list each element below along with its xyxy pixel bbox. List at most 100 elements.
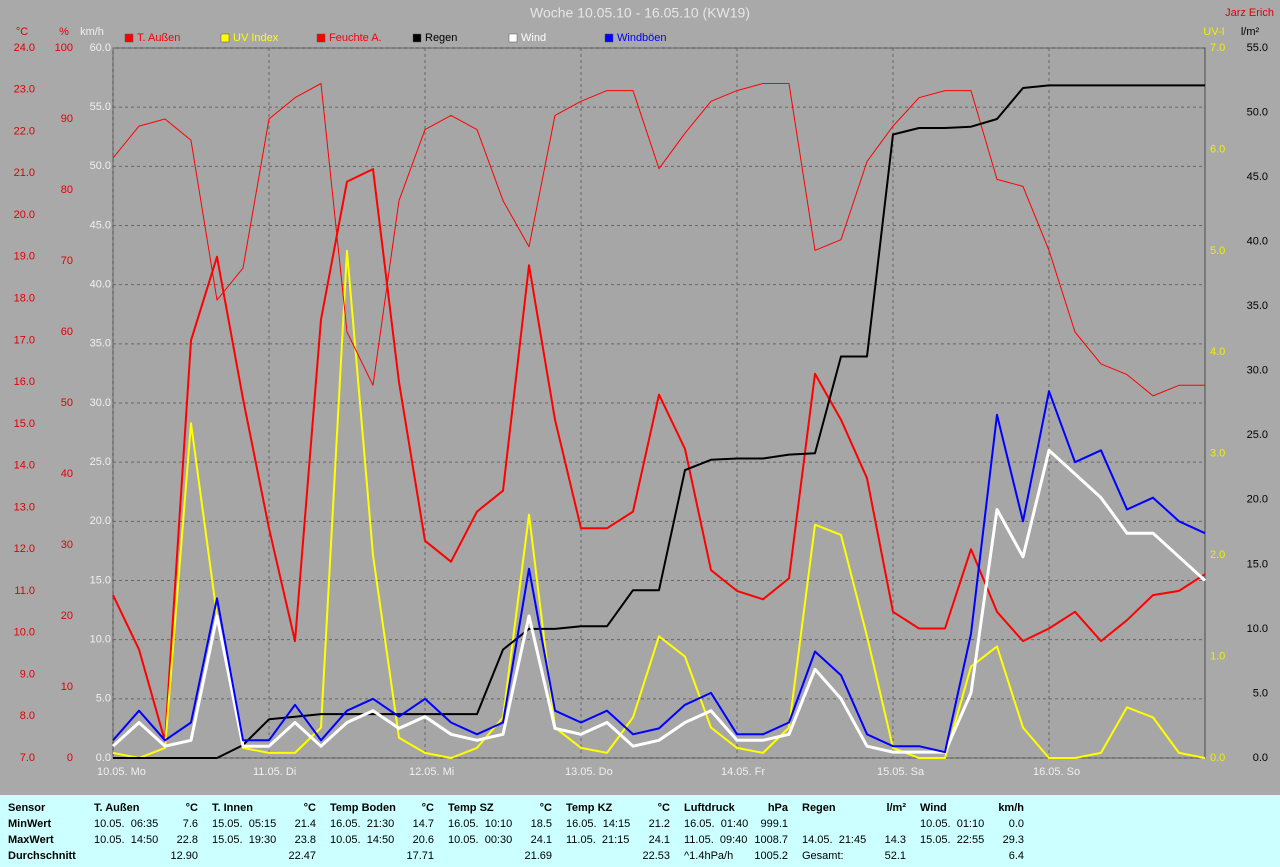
cell-time: 10.05. 14:50	[94, 834, 158, 846]
cell-time: 11.05. 21:15	[566, 834, 629, 846]
row-label: MinWert	[8, 818, 52, 830]
row-label: Durchschnitt	[8, 850, 76, 862]
y-tick-label: 35.0	[1247, 300, 1268, 312]
cell-time: 16.05. 10:10	[448, 818, 512, 830]
cell-value: 1008.7	[754, 834, 788, 846]
y-tick-label: 0	[67, 752, 73, 764]
series-line	[113, 84, 1205, 759]
column-unit: km/h	[998, 802, 1024, 814]
y-tick-label: 60	[61, 326, 73, 338]
y-tick-label: 10.0	[14, 627, 35, 639]
y-tick-label: 4.0	[1210, 346, 1225, 358]
cell-value: 999.1	[760, 818, 788, 830]
y-tick-label: 40	[61, 468, 73, 480]
cell-time: 16.05. 14:15	[566, 818, 630, 830]
y-tick-label: 55.0	[90, 101, 111, 113]
author: Jarz Erich	[1225, 7, 1274, 19]
y-tick-label: 7.0	[1210, 42, 1225, 54]
y-tick-label: 20.0	[1247, 494, 1268, 506]
chart-title: Woche 10.05.10 - 16.05.10 (KW19)	[530, 5, 750, 21]
y-tick-label: 20.0	[90, 515, 111, 527]
y-tick-label: 0.0	[1253, 752, 1268, 764]
y-tick-label: 50.0	[90, 160, 111, 172]
y-tick-label: 15.0	[14, 418, 35, 430]
legend-label: UV Index	[233, 32, 279, 44]
column-unit: °C	[186, 802, 198, 814]
y-tick-label: 80	[61, 184, 73, 196]
x-tick-label: 15.05. Sa	[877, 766, 925, 778]
cell-value: 21.4	[295, 818, 316, 830]
y-tick-label: 20.0	[14, 209, 35, 221]
legend-label: Wind	[521, 32, 546, 44]
y-tick-label: 10.0	[90, 634, 111, 646]
table-background	[0, 795, 1280, 867]
cell-value: 14.3	[885, 834, 906, 846]
x-tick-label: 12.05. Mi	[409, 766, 454, 778]
column-header: Wind	[920, 802, 947, 814]
series-line	[112, 168, 1206, 743]
series-line	[111, 448, 1207, 754]
cell-value: 1005.2	[754, 850, 788, 862]
cell-value: 22.47	[288, 850, 316, 862]
y-tick-label: 16.0	[14, 376, 35, 388]
column-header: Temp KZ	[566, 802, 613, 814]
legend-label: Regen	[425, 32, 457, 44]
y-tick-label: 50	[61, 397, 73, 409]
y-tick-label: 40.0	[90, 279, 111, 291]
axis-label: %	[59, 26, 69, 38]
y-tick-label: 30.0	[90, 397, 111, 409]
cell-value: 0.0	[1009, 818, 1024, 830]
x-tick-label: 10.05. Mo	[97, 766, 146, 778]
legend-swatch	[412, 33, 422, 43]
cell-time: 10.05. 00:30	[448, 834, 512, 846]
x-tick-label: 13.05. Do	[565, 766, 613, 778]
y-tick-label: 0.0	[1210, 752, 1225, 764]
y-tick-label: 0.0	[96, 752, 111, 764]
y-tick-label: 22.0	[14, 125, 35, 137]
y-tick-label: 14.0	[14, 460, 35, 472]
cell-value: 17.71	[406, 850, 434, 862]
y-tick-label: 55.0	[1247, 42, 1268, 54]
column-header: Luftdruck	[684, 802, 736, 814]
series-line	[112, 390, 1206, 754]
y-tick-label: 25.0	[1247, 429, 1268, 441]
column-header: Temp SZ	[448, 802, 494, 814]
legend-swatch	[604, 33, 614, 43]
axis-label: UV-I	[1203, 26, 1224, 38]
axis-label: °C	[16, 26, 28, 38]
y-tick-label: 24.0	[14, 42, 35, 54]
x-tick-label: 11.05. Di	[253, 766, 296, 778]
cell-time: 10.05. 06:35	[94, 818, 158, 830]
column-header: Temp Boden	[330, 802, 396, 814]
cell-value: 23.8	[295, 834, 316, 846]
y-tick-label: 15.0	[1247, 558, 1268, 570]
y-tick-label: 5.0	[1210, 245, 1225, 257]
column-unit: °C	[658, 802, 670, 814]
y-tick-label: 15.0	[90, 574, 111, 586]
cell-value: 52.1	[885, 850, 906, 862]
y-tick-label: 35.0	[90, 338, 111, 350]
y-tick-label: 8.0	[20, 710, 35, 722]
axis-label: l/m²	[1241, 26, 1260, 38]
column-unit: °C	[422, 802, 434, 814]
y-tick-label: 23.0	[14, 84, 35, 96]
legend-swatch	[124, 33, 134, 43]
y-tick-label: 30.0	[1247, 365, 1268, 377]
y-tick-label: 1.0	[1210, 650, 1225, 662]
cell-value: 24.1	[649, 834, 670, 846]
y-tick-label: 10.0	[1247, 623, 1268, 635]
legend-swatch	[508, 33, 518, 43]
y-tick-label: 50.0	[1247, 106, 1268, 118]
y-tick-label: 2.0	[1210, 549, 1225, 561]
y-tick-label: 5.0	[1253, 687, 1268, 699]
legend-label: Windböen	[617, 32, 667, 44]
column-unit: l/m²	[886, 802, 906, 814]
column-header: Regen	[802, 802, 836, 814]
y-tick-label: 5.0	[96, 693, 111, 705]
y-tick-label: 3.0	[1210, 448, 1225, 460]
legend-swatch	[316, 33, 326, 43]
y-tick-label: 100	[55, 42, 73, 54]
cell-value: 18.5	[531, 818, 552, 830]
y-tick-label: 17.0	[14, 334, 35, 346]
y-tick-label: 60.0	[90, 42, 111, 54]
